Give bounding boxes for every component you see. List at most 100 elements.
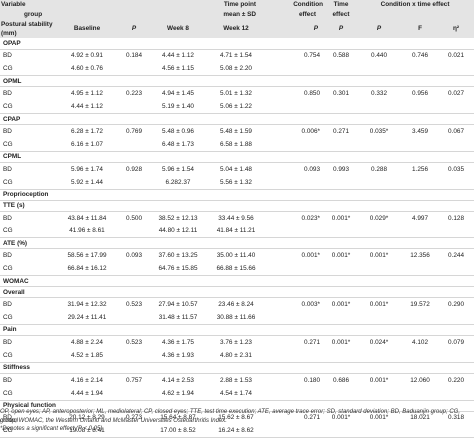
eta-cell (438, 62, 474, 77)
baseline-cell: 6.16 ± 1.07 (56, 137, 118, 152)
group-cell: CG (0, 175, 56, 190)
section-header: Overall (0, 286, 474, 299)
baseline-cell: 31.94 ± 12.32 (67, 301, 107, 309)
group-cell: BD (3, 90, 12, 98)
baseline-cell: 29.24 ± 11.41 (56, 311, 118, 325)
p-condition-cell (266, 224, 327, 239)
p-interaction-cell: 0.001* (369, 252, 389, 260)
week12-cell: 41.84 ± 11.21 (206, 224, 267, 239)
week8-cell: 6.282.37 (150, 175, 206, 190)
group-cell: BD (3, 414, 12, 422)
eta-cell (438, 137, 474, 152)
eta-cell: 0.318 (448, 414, 465, 422)
week8-cell: 5.48 ± 0.96 (162, 127, 194, 135)
p-interaction-cell (356, 386, 403, 401)
p-time-cell: 0.993 (333, 165, 350, 173)
week12-cell: 5.06 ± 1.22 (206, 100, 267, 115)
section-title: OPML (0, 75, 474, 88)
section-title: Proprioception (0, 189, 474, 201)
p-condition-cell (266, 175, 327, 190)
f-cell: 18.021 (410, 414, 430, 422)
section-header: CPML (0, 151, 474, 163)
baseline-cell: 4.92 ± 0.91 (71, 52, 103, 60)
header-postural: Postural stability (mm) (1, 21, 53, 37)
p-baseline-cell: 0.184 (126, 52, 142, 60)
eta-cell (438, 175, 474, 190)
section-header: TTE (s) (0, 200, 474, 212)
p-condition-cell (266, 62, 327, 77)
p-baseline-cell: 0.757 (126, 376, 142, 384)
baseline-cell: 4.95 ± 1.12 (71, 90, 103, 98)
section-header: ATE (%) (0, 237, 474, 250)
eta-cell: 0.021 (448, 52, 465, 60)
p-time-cell: 0.001* (331, 414, 351, 422)
f-cell (402, 100, 439, 115)
top-rule (0, 0, 474, 1)
table-row: CG 66.84 ± 16.12 64.76 ± 15.85 66.88 ± 15.6… (0, 262, 474, 277)
eta-cell: 0.220 (448, 376, 465, 384)
table-body: OPAP BD 4.92 ± 0.91 0.184 4.44 ± 1.12 4.71 ± … (0, 38, 474, 439)
baseline-cell: 4.44 ± 1.94 (56, 386, 118, 401)
p-baseline-cell: 0.500 (126, 214, 142, 222)
f-cell: 12.356 (410, 252, 430, 260)
p-interaction-cell (356, 348, 403, 363)
table-row: BD 5.96 ± 1.74 0.928 5.96 ± 1.54 5.04 ± 1.48… (0, 162, 474, 175)
f-cell: 19.572 (410, 301, 430, 309)
baseline-cell: 43.84 ± 11.84 (67, 214, 107, 222)
baseline-cell: 6.28 ± 1.72 (71, 127, 103, 135)
eta-cell: 0.067 (448, 127, 465, 135)
week12-cell: 16.24 ± 8.62 (206, 424, 267, 439)
week12-cell: 2.88 ± 1.53 (220, 376, 252, 384)
group-cell: BD (3, 127, 12, 135)
section-title: WOMAC (0, 275, 474, 288)
p-condition-cell (266, 100, 327, 115)
p-condition-cell (266, 424, 327, 439)
p-time-cell: 0.271 (333, 127, 350, 135)
table-row: CG 19.08 ± 8.41 17.00 ± 8.52 16.24 ± 8.62 (0, 424, 474, 439)
table-row: BD 43.84 ± 11.84 0.500 38.52 ± 12.13 33.44 ±… (0, 211, 474, 224)
section-title: Pain (0, 324, 474, 336)
header-condition-effect-2: effect (298, 11, 317, 19)
p-condition-cell: 0.180 (304, 376, 321, 384)
section-header: WOMAC (0, 275, 474, 288)
baseline-cell: 4.16 ± 2.14 (71, 376, 103, 384)
p-time-cell: 0.301 (333, 90, 350, 98)
table-row: CG 29.24 ± 11.41 31.48 ± 11.57 30.88 ± 11.6… (0, 311, 474, 325)
f-cell (402, 424, 439, 439)
section-title: Stiffness (0, 362, 474, 374)
week8-cell: 31.48 ± 11.57 (150, 311, 206, 325)
table-row: CG 4.60 ± 0.76 4.56 ± 1.15 5.08 ± 2.20 (0, 62, 474, 77)
p-condition-cell: 0.003* (301, 301, 321, 309)
p-time-cell (326, 348, 357, 363)
p-baseline-cell (118, 386, 150, 401)
week8-cell: 38.52 ± 12.13 (158, 214, 198, 222)
eta-cell: 0.244 (448, 252, 465, 260)
p-condition-cell (266, 137, 327, 152)
eta-cell (438, 100, 474, 115)
baseline-cell: 19.08 ± 8.41 (56, 424, 118, 439)
header-condition-effect-1: Condition (293, 1, 324, 9)
header-time-effect-1: Time (333, 1, 349, 9)
eta-cell (438, 311, 474, 325)
week12-cell: 5.04 ± 1.48 (220, 165, 252, 173)
p-time-cell (326, 62, 357, 77)
header-interaction: Condition x time effect (380, 1, 450, 9)
week12-cell: 35.00 ± 11.40 (216, 252, 256, 260)
section-title: Overall (0, 286, 474, 299)
table-row: CG 5.92 ± 1.44 6.282.37 5.56 ± 1.32 (0, 175, 474, 190)
header-blank (356, 10, 474, 20)
f-cell (402, 175, 439, 190)
p-interaction-cell: 0.035* (369, 127, 389, 135)
p-baseline-cell (118, 262, 150, 277)
p-time-cell: 0.686 (333, 376, 350, 384)
f-cell: 0.956 (412, 90, 429, 98)
p-baseline-cell (118, 100, 150, 115)
week8-cell: 15.64 ± 8.87 (160, 414, 196, 422)
table-row: CG 41.96 ± 8.61 44.80 ± 12.11 41.84 ± 11.21 (0, 224, 474, 239)
p-interaction-cell: 0.332 (371, 90, 388, 98)
f-cell: 1.256 (412, 165, 429, 173)
week12-cell: 4.54 ± 1.74 (206, 386, 267, 401)
header-p-interaction: P (376, 25, 382, 33)
p-baseline-cell: 0.273 (126, 414, 142, 422)
group-cell: CG (0, 262, 56, 277)
